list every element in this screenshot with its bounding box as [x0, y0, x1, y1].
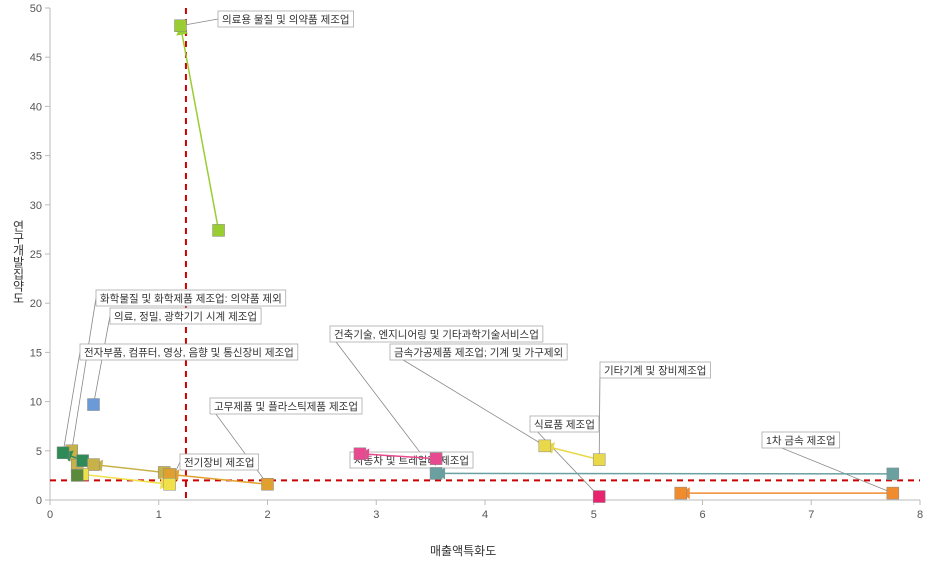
series-label: 자동차 및 트레일러 제조업 — [354, 454, 469, 467]
series-label: 화학물질 및 화학제품 제조업: 의약품 제외 — [100, 292, 282, 305]
scatter-chart: 01234567805101520253035404550의료용 물질 및 의약… — [0, 0, 936, 575]
svg-text:0: 0 — [36, 495, 42, 507]
svg-text:45: 45 — [30, 52, 42, 64]
series-label: 의료용 물질 및 의약품 제조업 — [222, 13, 350, 26]
svg-text:20: 20 — [30, 298, 42, 310]
svg-text:2: 2 — [264, 509, 270, 521]
svg-text:8: 8 — [917, 509, 923, 521]
series-label: 식료품 제조업 — [534, 418, 595, 431]
series-label: 전자부품, 컴퓨터, 영상, 음향 및 통신장비 제조업 — [84, 346, 294, 359]
series-label: 기타기계 및 장비제조업 — [604, 364, 706, 377]
svg-text:25: 25 — [30, 249, 42, 261]
series-label: 고무제품 및 플라스틱제품 제조업 — [214, 400, 358, 413]
svg-text:10: 10 — [30, 397, 42, 409]
svg-text:4: 4 — [482, 509, 488, 521]
svg-text:30: 30 — [30, 200, 42, 212]
svg-text:40: 40 — [30, 101, 42, 113]
svg-text:15: 15 — [30, 347, 42, 359]
y-axis-title: 연구개발집약도 — [10, 220, 27, 304]
svg-text:0: 0 — [47, 509, 53, 521]
svg-text:50: 50 — [30, 3, 42, 15]
svg-text:5: 5 — [591, 509, 597, 521]
series-label: 건축기술, 엔지니어링 및 기타과학기술서비스업 — [334, 328, 539, 341]
series-label: 의료, 정밀, 광학기기 시계 제조업 — [114, 310, 257, 323]
svg-text:7: 7 — [808, 509, 814, 521]
series-label: 금속가공제품 제조업; 기계 및 가구제외 — [394, 346, 563, 359]
svg-text:3: 3 — [373, 509, 379, 521]
svg-text:35: 35 — [30, 151, 42, 163]
series-label: 전기장비 제조업 — [184, 456, 255, 469]
svg-text:5: 5 — [36, 446, 42, 458]
series-label: 1차 금속 제조업 — [766, 434, 836, 447]
svg-text:1: 1 — [156, 509, 162, 521]
svg-text:6: 6 — [699, 509, 705, 521]
x-axis-title: 매출액특화도 — [430, 542, 496, 559]
